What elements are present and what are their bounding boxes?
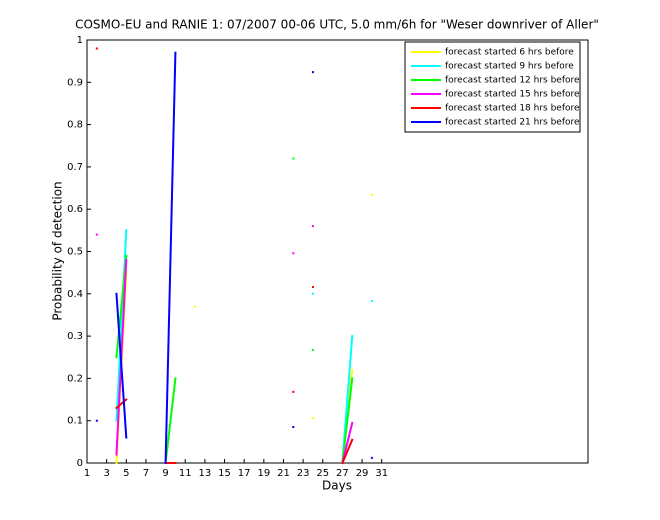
y-tick-label: 0 [77, 458, 83, 469]
x-tick-label: 11 [179, 468, 192, 479]
y-tick-label: 0.8 [67, 120, 83, 131]
y-tick-label: 0.3 [67, 331, 83, 342]
legend-label: forecast started 18 hrs before [445, 104, 580, 114]
x-tick-label: 9 [162, 468, 168, 479]
y-axis-label: Probability of detection [51, 181, 65, 320]
x-tick-label: 7 [143, 468, 149, 479]
series-line [95, 47, 354, 465]
series-line [95, 51, 373, 465]
chart-title: COSMO-EU and RANIE 1: 07/2007 00-06 UTC,… [75, 18, 599, 32]
x-tick-label: 5 [123, 468, 129, 479]
legend-box [404, 41, 581, 133]
legend-label: forecast started 12 hrs before [445, 76, 580, 86]
legend-label: forecast started 21 hrs before [445, 118, 580, 128]
y-tick-label: 0.5 [67, 247, 83, 258]
y-tick-label: 0.6 [67, 204, 83, 215]
y-tick-label: 0.1 [67, 416, 83, 427]
legend-label: forecast started 9 hrs before [445, 62, 574, 72]
x-tick-label: 15 [218, 468, 231, 479]
series-line [115, 157, 354, 465]
legend-label: forecast started 6 hrs before [445, 48, 574, 58]
x-tick-label: 3 [103, 468, 109, 479]
x-tick-label: 23 [297, 468, 310, 479]
x-tick-label: 17 [238, 468, 251, 479]
x-tick-label: 21 [277, 468, 290, 479]
x-tick-label: 31 [375, 468, 388, 479]
x-tick-label: 19 [257, 468, 270, 479]
x-tick-label: 29 [356, 468, 369, 479]
y-tick-label: 0.7 [67, 162, 83, 173]
x-tick-label: 27 [336, 468, 349, 479]
y-tick-label: 0.9 [67, 77, 83, 88]
legend-label: forecast started 15 hrs before [445, 90, 580, 100]
y-tick-label: 1 [77, 35, 83, 46]
y-tick-label: 0.2 [67, 373, 83, 384]
x-tick-label: 13 [199, 468, 212, 479]
x-tick-label: 25 [316, 468, 329, 479]
x-tick-label: 1 [84, 468, 90, 479]
y-tick-label: 0.4 [67, 289, 83, 300]
series-line [115, 229, 373, 465]
x-axis-label: Days [322, 479, 352, 493]
